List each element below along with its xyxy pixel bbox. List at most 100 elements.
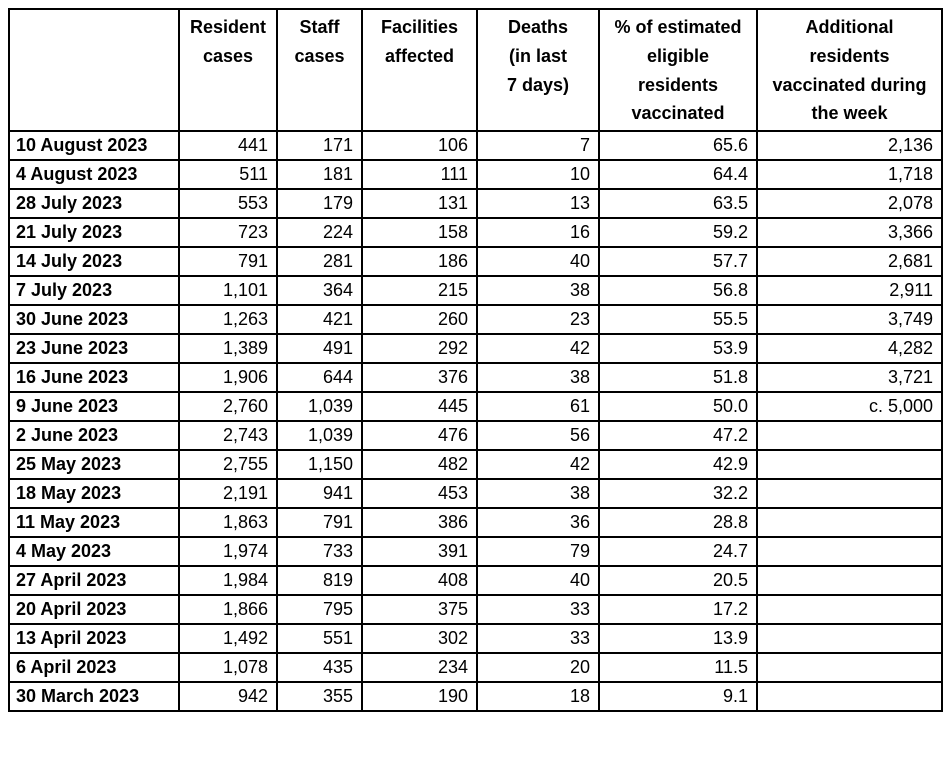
value-cell: 50.0: [598, 391, 758, 423]
value-cell: 1,906: [178, 362, 278, 394]
value-cell: 1,263: [178, 304, 278, 336]
value-cell: 355: [276, 681, 363, 713]
value-cell: 47.2: [598, 420, 758, 452]
date-cell: 13 April 2023: [8, 623, 180, 655]
value-cell: [756, 507, 943, 539]
value-cell: 18: [476, 681, 600, 713]
column-header-facilities-affected: Facilities affected: [361, 7, 478, 133]
value-cell: 181: [276, 159, 363, 191]
value-cell: 40: [476, 565, 600, 597]
value-cell: 3,366: [756, 217, 943, 249]
value-cell: 2,911: [756, 275, 943, 307]
value-cell: 16: [476, 217, 600, 249]
table-body: 10 August 2023 441 171 106 7 65.6 2,136 4 Augus…: [8, 130, 943, 713]
value-cell: 408: [361, 565, 478, 597]
value-cell: [756, 623, 943, 655]
value-cell: 53.9: [598, 333, 758, 365]
value-cell: 40: [476, 246, 600, 278]
column-header-additional-vaccinated: Additional residents vaccinated during t…: [756, 7, 943, 133]
table-row: 4 August 2023 511 181 111 10 64.4 1,718: [8, 159, 943, 191]
value-cell: 2,743: [178, 420, 278, 452]
value-cell: 224: [276, 217, 363, 249]
value-cell: 1,389: [178, 333, 278, 365]
value-cell: 292: [361, 333, 478, 365]
value-cell: 3,749: [756, 304, 943, 336]
date-cell: 23 June 2023: [8, 333, 180, 365]
value-cell: [756, 536, 943, 568]
value-cell: 551: [276, 623, 363, 655]
date-cell: 11 May 2023: [8, 507, 180, 539]
value-cell: 190: [361, 681, 478, 713]
value-cell: 61: [476, 391, 600, 423]
date-cell: 10 August 2023: [8, 130, 180, 162]
value-cell: 1,039: [276, 391, 363, 423]
date-cell: 14 July 2023: [8, 246, 180, 278]
value-cell: 2,191: [178, 478, 278, 510]
value-cell: 7: [476, 130, 600, 162]
value-cell: 11.5: [598, 652, 758, 684]
value-cell: 364: [276, 275, 363, 307]
value-cell: 32.2: [598, 478, 758, 510]
table-row: 14 July 2023 791 281 186 40 57.7 2,681: [8, 246, 943, 278]
table-row: 28 July 2023 553 179 131 13 63.5 2,078: [8, 188, 943, 220]
value-cell: 1,039: [276, 420, 363, 452]
value-cell: 1,150: [276, 449, 363, 481]
value-cell: 17.2: [598, 594, 758, 626]
value-cell: 1,492: [178, 623, 278, 655]
value-cell: 260: [361, 304, 478, 336]
column-header-deaths: Deaths (in last 7 days): [476, 7, 600, 133]
value-cell: 1,866: [178, 594, 278, 626]
value-cell: 42: [476, 333, 600, 365]
value-cell: 13: [476, 188, 600, 220]
value-cell: 20.5: [598, 565, 758, 597]
value-cell: 36: [476, 507, 600, 539]
value-cell: 435: [276, 652, 363, 684]
value-cell: 2,681: [756, 246, 943, 278]
value-cell: 10: [476, 159, 600, 191]
value-cell: 111: [361, 159, 478, 191]
value-cell: 2,755: [178, 449, 278, 481]
table-row: 30 June 2023 1,263 421 260 23 55.5 3,749: [8, 304, 943, 336]
table-row: 23 June 2023 1,389 491 292 42 53.9 4,282: [8, 333, 943, 365]
value-cell: 302: [361, 623, 478, 655]
date-cell: 25 May 2023: [8, 449, 180, 481]
value-cell: 13.9: [598, 623, 758, 655]
value-cell: 553: [178, 188, 278, 220]
date-cell: 7 July 2023: [8, 275, 180, 307]
value-cell: 23: [476, 304, 600, 336]
table-row: 16 June 2023 1,906 644 376 38 51.8 3,721: [8, 362, 943, 394]
value-cell: 57.7: [598, 246, 758, 278]
value-cell: 391: [361, 536, 478, 568]
value-cell: 819: [276, 565, 363, 597]
value-cell: 51.8: [598, 362, 758, 394]
value-cell: 791: [178, 246, 278, 278]
value-cell: 791: [276, 507, 363, 539]
column-header-staff-cases: Staff cases: [276, 7, 363, 133]
column-header-resident-cases: Resident cases: [178, 7, 278, 133]
value-cell: 1,974: [178, 536, 278, 568]
value-cell: 942: [178, 681, 278, 713]
value-cell: 65.6: [598, 130, 758, 162]
value-cell: 186: [361, 246, 478, 278]
value-cell: 234: [361, 652, 478, 684]
table-row: 7 July 2023 1,101 364 215 38 56.8 2,911: [8, 275, 943, 307]
table-row: 21 July 2023 723 224 158 16 59.2 3,366: [8, 217, 943, 249]
date-cell: 20 April 2023: [8, 594, 180, 626]
value-cell: 2,760: [178, 391, 278, 423]
value-cell: 38: [476, 362, 600, 394]
value-cell: [756, 565, 943, 597]
table-row: 6 April 2023 1,078 435 234 20 11.5: [8, 652, 943, 684]
value-cell: 386: [361, 507, 478, 539]
value-cell: 3,721: [756, 362, 943, 394]
value-cell: 795: [276, 594, 363, 626]
date-cell: 27 April 2023: [8, 565, 180, 597]
value-cell: 376: [361, 362, 478, 394]
column-header-date: [8, 7, 180, 133]
table-row: 30 March 2023 942 355 190 18 9.1: [8, 681, 943, 713]
date-cell: 2 June 2023: [8, 420, 180, 452]
value-cell: [756, 652, 943, 684]
value-cell: 56: [476, 420, 600, 452]
table-row: 2 June 2023 2,743 1,039 476 56 47.2: [8, 420, 943, 452]
date-cell: 18 May 2023: [8, 478, 180, 510]
value-cell: 33: [476, 594, 600, 626]
